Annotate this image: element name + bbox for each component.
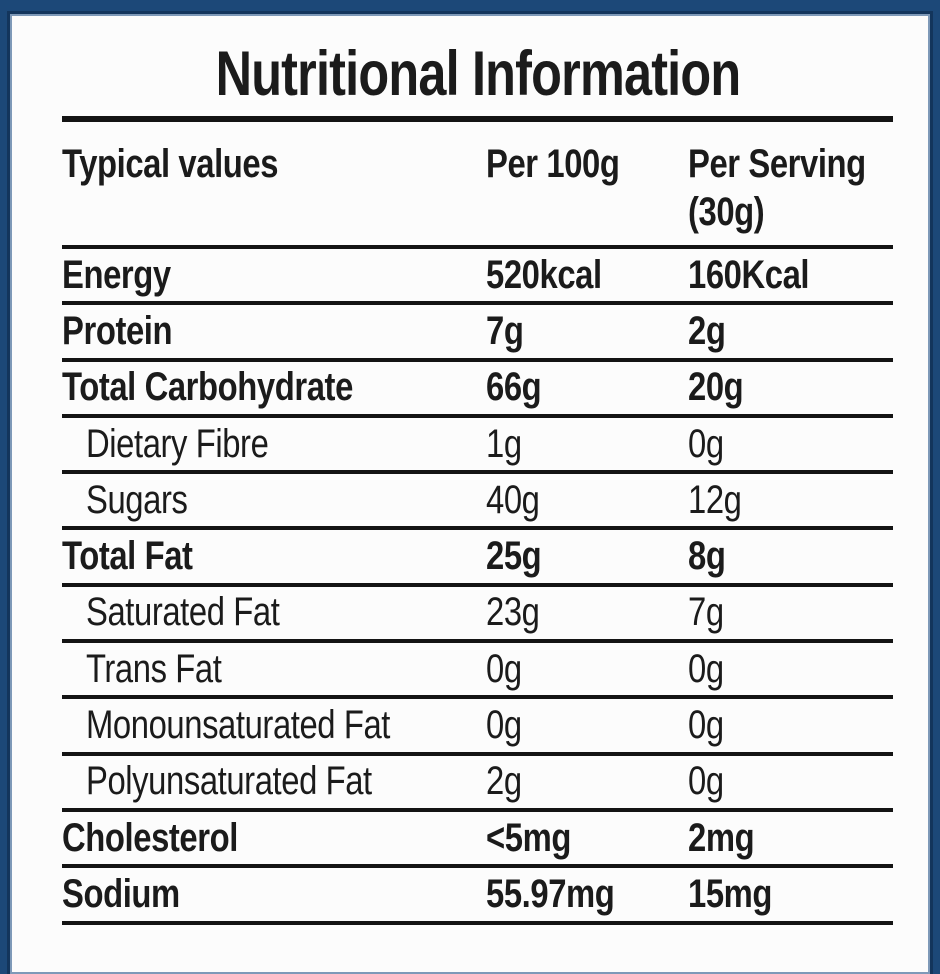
header-per-100g: Per 100g	[486, 140, 688, 245]
table-header: Typical values Per 100g Per Serving (30g…	[62, 122, 893, 249]
page-title: Nutritional Information	[62, 40, 893, 108]
per-serving-value: 160Kcal	[688, 252, 810, 297]
per-100g-value: 2g	[486, 759, 522, 804]
per-100g-value: 0g	[486, 703, 522, 748]
nutrient-name: Monounsaturated Fat	[86, 703, 391, 748]
per-100g-value: 25g	[486, 534, 542, 579]
nutrient-name: Trans Fat	[86, 646, 222, 691]
page-title-text: Nutritional Information	[215, 39, 741, 109]
nutrient-name: Protein	[62, 308, 173, 353]
nutrient-name: Sugars	[86, 477, 188, 522]
header-typical-values: Typical values	[62, 140, 486, 245]
nutrition-row-sugars: Sugars 40g 12g	[62, 474, 893, 531]
nutrient-name: Total Carbohydrate	[62, 365, 353, 410]
nutrition-label-page: { "label": { "title": "Nutritional Infor…	[10, 14, 930, 974]
header-per-serving: Per Serving (30g)	[688, 140, 905, 245]
header-per-100g-label: Per 100g	[486, 142, 620, 186]
per-serving-value: 0g	[688, 646, 724, 691]
nutrition-row-polyunsaturated-fat: Polyunsaturated Fat 2g 0g	[62, 756, 893, 812]
nutrient-name: Dietary Fibre	[86, 421, 269, 466]
per-100g-value: 1g	[486, 421, 522, 466]
nutrient-name: Energy	[62, 252, 171, 297]
nutrition-row-energy: Energy 520kcal 160Kcal	[62, 249, 893, 306]
per-100g-value: 520kcal	[486, 252, 602, 297]
nutrient-name: Saturated Fat	[86, 590, 280, 635]
per-100g-value: 0g	[486, 646, 522, 691]
nutrition-row-cholesterol: Cholesterol <5mg 2mg	[62, 812, 893, 869]
per-100g-value: 40g	[486, 477, 540, 522]
nutrient-name: Cholesterol	[62, 815, 238, 860]
nutrition-row-monounsaturated-fat: Monounsaturated Fat 0g 0g	[62, 699, 893, 756]
nutrition-row-total-fat: Total Fat 25g 8g	[62, 530, 893, 587]
nutrition-label: Nutritional Information Typical values P…	[10, 14, 930, 974]
per-serving-value: 2mg	[688, 815, 755, 860]
per-serving-value: 12g	[688, 477, 742, 522]
per-serving-value: 7g	[688, 590, 724, 635]
nutrition-row-trans-fat: Trans Fat 0g 0g	[62, 643, 893, 700]
title-rule	[62, 116, 893, 122]
per-serving-value: 2g	[688, 308, 726, 353]
nutrition-row-dietary-fibre: Dietary Fibre 1g 0g	[62, 418, 893, 475]
per-serving-value: 0g	[688, 759, 724, 804]
per-100g-value: 66g	[486, 365, 542, 410]
nutrient-name: Sodium	[62, 871, 180, 916]
nutrient-name: Total Fat	[62, 534, 193, 579]
nutrient-name: Polyunsaturated Fat	[86, 759, 372, 804]
nutrition-row-protein: Protein 7g 2g	[62, 305, 893, 362]
per-serving-value: 0g	[688, 703, 724, 748]
per-100g-value: 23g	[486, 590, 540, 635]
nutrition-table-body: Energy 520kcal 160Kcal Protein 7g 2g Tot…	[62, 249, 893, 925]
per-serving-value: 8g	[688, 534, 726, 579]
header-typical-values-label: Typical values	[62, 142, 279, 186]
header-per-serving-label: Per Serving	[688, 142, 866, 186]
nutrition-row-total-carbohydrate: Total Carbohydrate 66g 20g	[62, 362, 893, 418]
per-serving-value: 15mg	[688, 871, 773, 916]
per-100g-value: 55.97mg	[486, 871, 615, 916]
per-serving-value: 0g	[688, 421, 724, 466]
nutrition-row-saturated-fat: Saturated Fat 23g 7g	[62, 587, 893, 644]
per-100g-value: <5mg	[486, 815, 571, 860]
nutrition-row-sodium: Sodium 55.97mg 15mg	[62, 868, 893, 925]
header-serving-size-label: (30g)	[688, 190, 765, 234]
per-100g-value: 7g	[486, 308, 524, 353]
per-serving-value: 20g	[688, 365, 744, 410]
